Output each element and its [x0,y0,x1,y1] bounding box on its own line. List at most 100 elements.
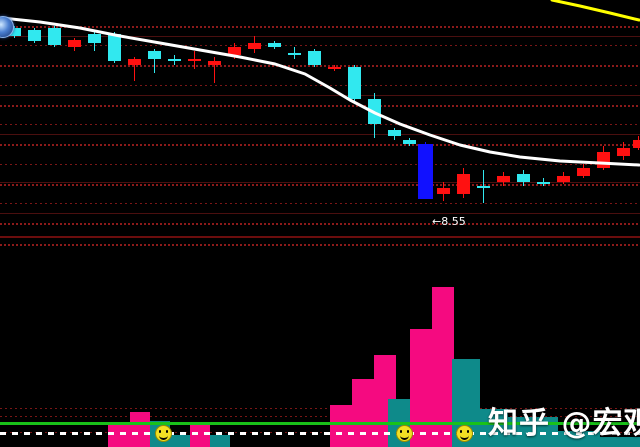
candlestick[interactable] [68,0,81,237]
gridline [0,184,640,186]
candlestick[interactable] [537,0,550,237]
candlestick[interactable] [368,0,381,237]
smiley-eye-right [166,430,168,433]
candlestick[interactable] [477,0,490,237]
smiley-eye-left [400,430,402,433]
smiley-mouth [400,433,409,440]
candle-body [128,59,141,66]
volume-bar[interactable] [330,405,352,447]
candle-body [577,167,590,176]
candlestick[interactable] [268,0,281,237]
candle-body [188,59,201,62]
volume-bar[interactable] [108,423,130,447]
volume-bar[interactable] [480,409,508,447]
candlestick[interactable] [188,0,201,237]
candlestick[interactable] [108,0,121,237]
volume-bar[interactable] [130,412,150,447]
candle-body [208,61,221,66]
candle-body [368,98,381,125]
candlestick[interactable] [437,0,450,237]
volume-bar[interactable] [170,435,190,447]
candlestick[interactable] [348,0,361,237]
volume-bar[interactable] [190,423,210,447]
price-annotation-label: ←8.55 [432,215,466,228]
candle-body [48,27,61,46]
candle-body [88,33,101,44]
smiley-mouth [159,433,168,440]
candle-body [403,140,416,145]
candlestick[interactable] [497,0,510,237]
gridline [0,203,640,204]
volume-bar[interactable] [600,437,640,447]
volume-bar[interactable] [210,435,230,447]
candlestick[interactable] [328,0,341,237]
candle-body [148,51,161,60]
gridline [0,223,640,225]
candlestick[interactable] [597,0,610,237]
candle-body [108,33,121,62]
candlestick[interactable] [617,0,630,237]
smiley-face-icon[interactable] [155,425,172,442]
candlestick[interactable] [633,0,640,237]
candle-body [388,130,401,137]
candle-body [557,175,570,182]
smiley-eye-right [467,430,469,433]
candlestick[interactable] [208,0,221,237]
panel-divider [0,236,640,238]
candle-body [537,181,550,184]
candle-body [308,51,321,66]
candlestick[interactable] [248,0,261,237]
candle-body [617,148,630,157]
candlestick[interactable] [148,0,161,237]
candle-body [597,152,610,168]
smiley-mouth [460,433,469,440]
candle-body [437,187,450,194]
watermark-text: 知乎 @宏观论股 [488,406,640,441]
volume-bar[interactable] [410,329,432,447]
candlestick[interactable] [288,0,301,237]
candle-body [457,173,470,194]
candle-body [28,29,41,42]
candle-body [418,144,433,200]
candle-body [477,185,490,188]
candlestick[interactable] [228,0,241,237]
gridline [0,213,640,214]
smiley-eye-left [460,430,462,433]
candlestick[interactable] [388,0,401,237]
candlestick[interactable] [418,0,433,237]
candle-body [348,67,361,99]
candle-body [633,140,640,149]
smiley-eye-right [407,430,409,433]
candlestick[interactable] [28,0,41,237]
candlestick[interactable] [308,0,321,237]
candlestick[interactable] [48,0,61,237]
candlestick[interactable] [88,0,101,237]
candle-body [248,43,261,50]
volume-bar[interactable] [432,287,454,447]
candlestick[interactable] [8,0,21,237]
candlestick[interactable] [128,0,141,237]
candle-body [228,47,241,56]
candlestick[interactable] [517,0,530,237]
signal-line-dashed [0,432,640,435]
candlestick[interactable] [168,0,181,237]
price-chart-panel[interactable]: ←8.55 [0,0,640,237]
volume-bar[interactable] [352,379,374,447]
smiley-face-icon[interactable] [396,425,413,442]
candle-body [497,175,510,182]
volume-bar[interactable] [558,431,600,447]
smiley-eye-left [159,430,161,433]
candle-body [68,39,81,48]
gridline [0,416,640,417]
gridline [0,244,640,246]
gridline [0,182,640,183]
candle-body [328,67,341,70]
candlestick[interactable] [577,0,590,237]
candlestick[interactable] [403,0,416,237]
smiley-face-icon[interactable] [456,425,473,442]
candlestick[interactable] [557,0,570,237]
candlestick[interactable] [457,0,470,237]
candle-body [288,53,301,56]
volume-indicator-panel[interactable] [0,238,640,447]
